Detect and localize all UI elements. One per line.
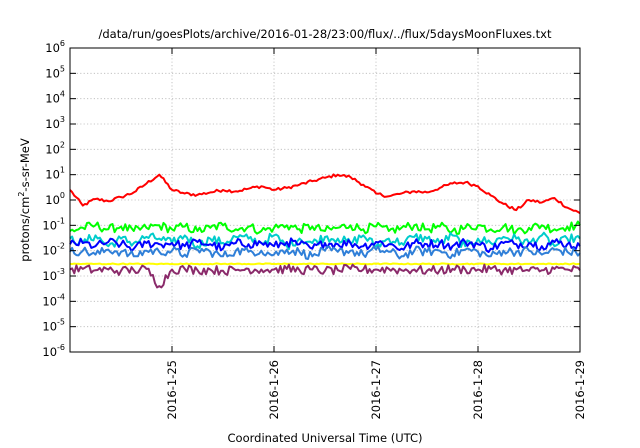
x-tick-label: 2016-1-28 — [471, 360, 485, 420]
y-tick-label: 102 — [45, 140, 65, 156]
series-line-6 — [69, 262, 581, 266]
series-line-2 — [69, 220, 581, 236]
y-tick-label: 10-6 — [42, 343, 65, 359]
gridlines — [70, 48, 580, 352]
y-axis-label: protons/cm2-s-sr-MeV — [17, 138, 32, 262]
y-tick-label: 10-1 — [42, 216, 65, 232]
series-line-1 — [69, 173, 581, 215]
y-tick-label: 10-2 — [42, 242, 65, 258]
series-line-7 — [69, 263, 581, 289]
y-tick-label: 106 — [45, 39, 65, 55]
y-tick-label: 10-3 — [42, 267, 65, 283]
y-tick-label: 105 — [45, 64, 65, 80]
x-axis-label: Coordinated Universal Time (UTC) — [228, 431, 423, 445]
y-tick-label: 101 — [45, 166, 65, 182]
y-tick-label: 103 — [45, 115, 65, 131]
y-tick-label: 100 — [45, 191, 65, 207]
chart-title: /data/run/goesPlots/archive/2016-01-28/2… — [98, 27, 552, 41]
x-tick-label: 2016-1-25 — [165, 360, 179, 420]
y-tick-label: 104 — [45, 90, 65, 106]
x-tick-label: 2016-1-27 — [369, 360, 383, 420]
data-series — [69, 173, 581, 289]
series-line-3 — [69, 231, 581, 251]
y-tick-label: 10-4 — [42, 292, 65, 308]
series-line-5 — [69, 245, 581, 260]
axis-ticks: 106 105 104 103 102 101 100 10-1 10-2 10-3 10-4 10-… — [42, 39, 587, 420]
x-tick-label: 2016-1-26 — [267, 360, 281, 420]
y-axis-label-text: protons/cm2-s-sr-MeV — [17, 138, 32, 262]
y-tick-label: 10-5 — [42, 318, 65, 334]
x-tick-label: 2016-1-29 — [573, 360, 587, 420]
series-line-4 — [69, 237, 581, 253]
